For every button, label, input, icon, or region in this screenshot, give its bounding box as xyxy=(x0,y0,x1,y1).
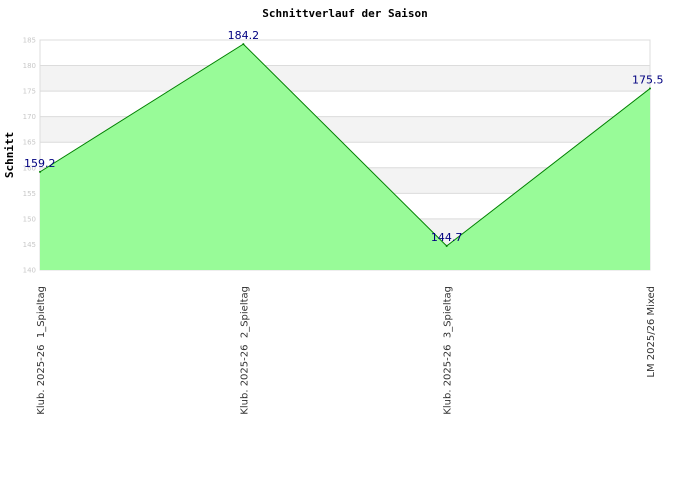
y-tick-label: 155 xyxy=(23,190,36,198)
y-tick-label: 145 xyxy=(23,241,36,249)
chart-title: Schnittverlauf der Saison xyxy=(262,7,428,20)
data-label: 144.7 xyxy=(431,231,463,244)
data-label: 175.5 xyxy=(632,74,664,87)
data-point xyxy=(649,87,651,90)
data-point xyxy=(39,170,41,173)
y-axis-label: Schnitt xyxy=(3,132,16,178)
y-tick-label: 165 xyxy=(23,139,36,147)
x-tick-label: LM 2025/26 Mixed xyxy=(646,286,657,378)
data-label: 159.2 xyxy=(24,157,56,170)
plot-area: 140 145 150 155 160 165 170 175 180 185 Klub. 2025… xyxy=(23,29,664,415)
y-tick-label: 175 xyxy=(23,88,36,96)
series-area xyxy=(40,44,650,270)
y-tick-label: 180 xyxy=(23,62,36,70)
y-tick-label: 160 xyxy=(23,164,36,172)
data-label: 184.2 xyxy=(228,29,260,42)
y-tick-label: 150 xyxy=(23,215,36,223)
data-point xyxy=(445,244,448,247)
x-tick-label: Klub. 2025-26 2_Spieltag xyxy=(239,286,250,415)
series-line xyxy=(39,43,651,247)
y-tick-label: 170 xyxy=(23,113,36,121)
grid-band xyxy=(40,65,650,92)
x-tick-label: Klub. 2025-26 3_Spieltag xyxy=(443,286,454,415)
y-tick-label: 185 xyxy=(23,37,36,45)
x-tick-label: Klub. 2025-26 1_Spieltag xyxy=(36,286,47,415)
y-tick-label: 140 xyxy=(23,267,36,275)
data-point xyxy=(242,43,245,46)
